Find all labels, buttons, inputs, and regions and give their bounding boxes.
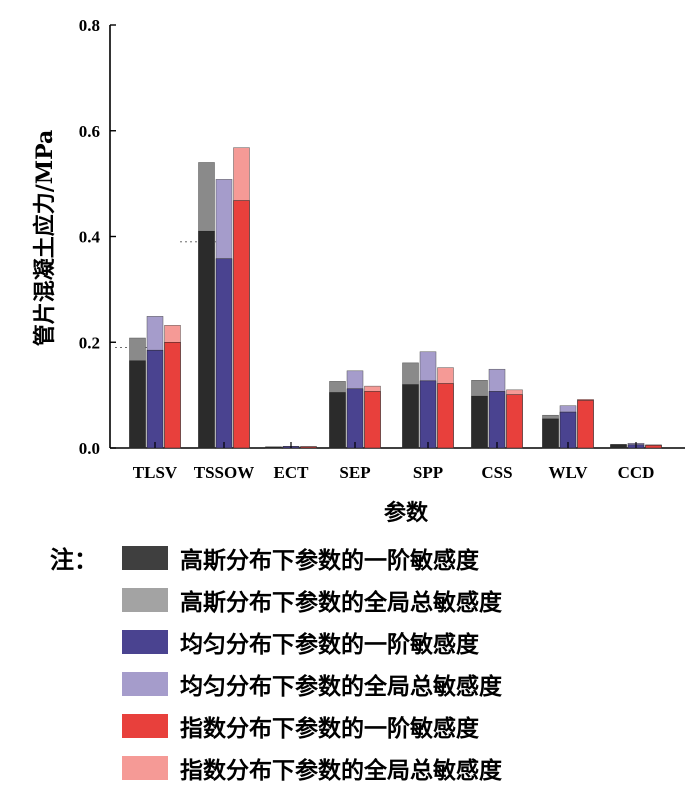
ticks-group: 0.0 0.2 0.4 0.6 0.8 TLSV TSSOW ECT SEP SPP CSS WLV C… (79, 16, 655, 482)
legend-item-uniform-total: 均匀分布下参数的全局总敏感度 (122, 664, 502, 704)
bar-gauss-first-wlv (542, 418, 559, 449)
bar-uniform-first-sep (346, 388, 364, 449)
x-axis-title: 参数 (384, 500, 429, 526)
x-tick-label-sep: SEP (339, 463, 370, 482)
bar-exp-first-tlsv (164, 342, 181, 449)
legend-swatch (122, 756, 168, 780)
bar-uniform-first-css (488, 391, 506, 449)
legend-item-exp-first: 指数分布下参数的一阶敏感度 (122, 706, 479, 746)
bar-gauss-first-tssow (198, 230, 215, 449)
x-tick-label-ect: ECT (274, 463, 310, 482)
legend-swatch (122, 714, 168, 738)
bar-uniform-first-tssow (215, 258, 233, 449)
legend-item-gauss-first: 高斯分布下参数的一阶敏感度 (122, 538, 479, 578)
x-tick-label-ccd: CCD (618, 463, 655, 482)
axes (109, 25, 685, 449)
bar-exp-first-ccd (645, 445, 662, 449)
y-axis-title: 管片混凝土应力/MPa (32, 130, 58, 347)
bar-gauss-first-css (471, 395, 488, 449)
legend-swatch (122, 588, 168, 612)
sensitivity-bar-chart: 0.0 0.2 0.4 0.6 0.8 TLSV TSSOW ECT SEP SPP CSS WLV C… (32, 16, 685, 526)
legend-label: 均匀分布下参数的全局总敏感度 (180, 673, 502, 700)
bar-exp-first-css (506, 394, 523, 449)
legend-swatch (122, 546, 168, 570)
bar-exp-first-tssow (233, 200, 250, 449)
legend-swatch (122, 630, 168, 654)
bars-group (129, 147, 662, 449)
y-tick-label: 0.4 (79, 228, 101, 247)
y-tick-label: 0.2 (79, 333, 100, 352)
bar-gauss-first-tlsv (129, 360, 146, 449)
legend-item-uniform-first: 均匀分布下参数的一阶敏感度 (122, 622, 479, 662)
x-tick-label-wlv: WLV (548, 463, 588, 482)
x-tick-label-css: CSS (481, 463, 512, 482)
x-tick-label-tssow: TSSOW (194, 463, 254, 482)
x-tick-label-spp: SPP (413, 463, 443, 482)
bar-exp-first-ect (300, 446, 317, 449)
bar-uniform-first-spp (419, 380, 437, 449)
bar-gauss-first-sep (329, 392, 346, 449)
y-tick-label: 0.0 (79, 439, 100, 458)
legend-label: 指数分布下参数的全局总敏感度 (180, 757, 502, 784)
y-tick-label: 0.8 (79, 16, 100, 35)
legend-item-gauss-total: 高斯分布下参数的全局总敏感度 (122, 580, 502, 620)
y-tick-label: 0.6 (79, 122, 100, 141)
legend-label: 指数分布下参数的一阶敏感度 (180, 715, 479, 742)
bar-gauss-first-ccd (610, 444, 627, 449)
legend-item-exp-total: 指数分布下参数的全局总敏感度 (122, 748, 502, 788)
bar-uniform-first-tlsv (146, 349, 164, 449)
legend-swatch (122, 672, 168, 696)
bar-exp-first-wlv (577, 400, 594, 449)
legend-note: 注： (50, 545, 98, 574)
legend-label: 均匀分布下参数的一阶敏感度 (180, 631, 479, 658)
legend-label: 高斯分布下参数的一阶敏感度 (180, 547, 479, 574)
bar-exp-first-spp (437, 383, 454, 449)
bar-gauss-first-ect (265, 446, 282, 449)
legend-label: 高斯分布下参数的全局总敏感度 (180, 589, 502, 616)
bar-gauss-first-spp (402, 384, 419, 449)
x-tick-label-tlsv: TLSV (133, 463, 178, 482)
bar-exp-first-sep (364, 391, 381, 449)
